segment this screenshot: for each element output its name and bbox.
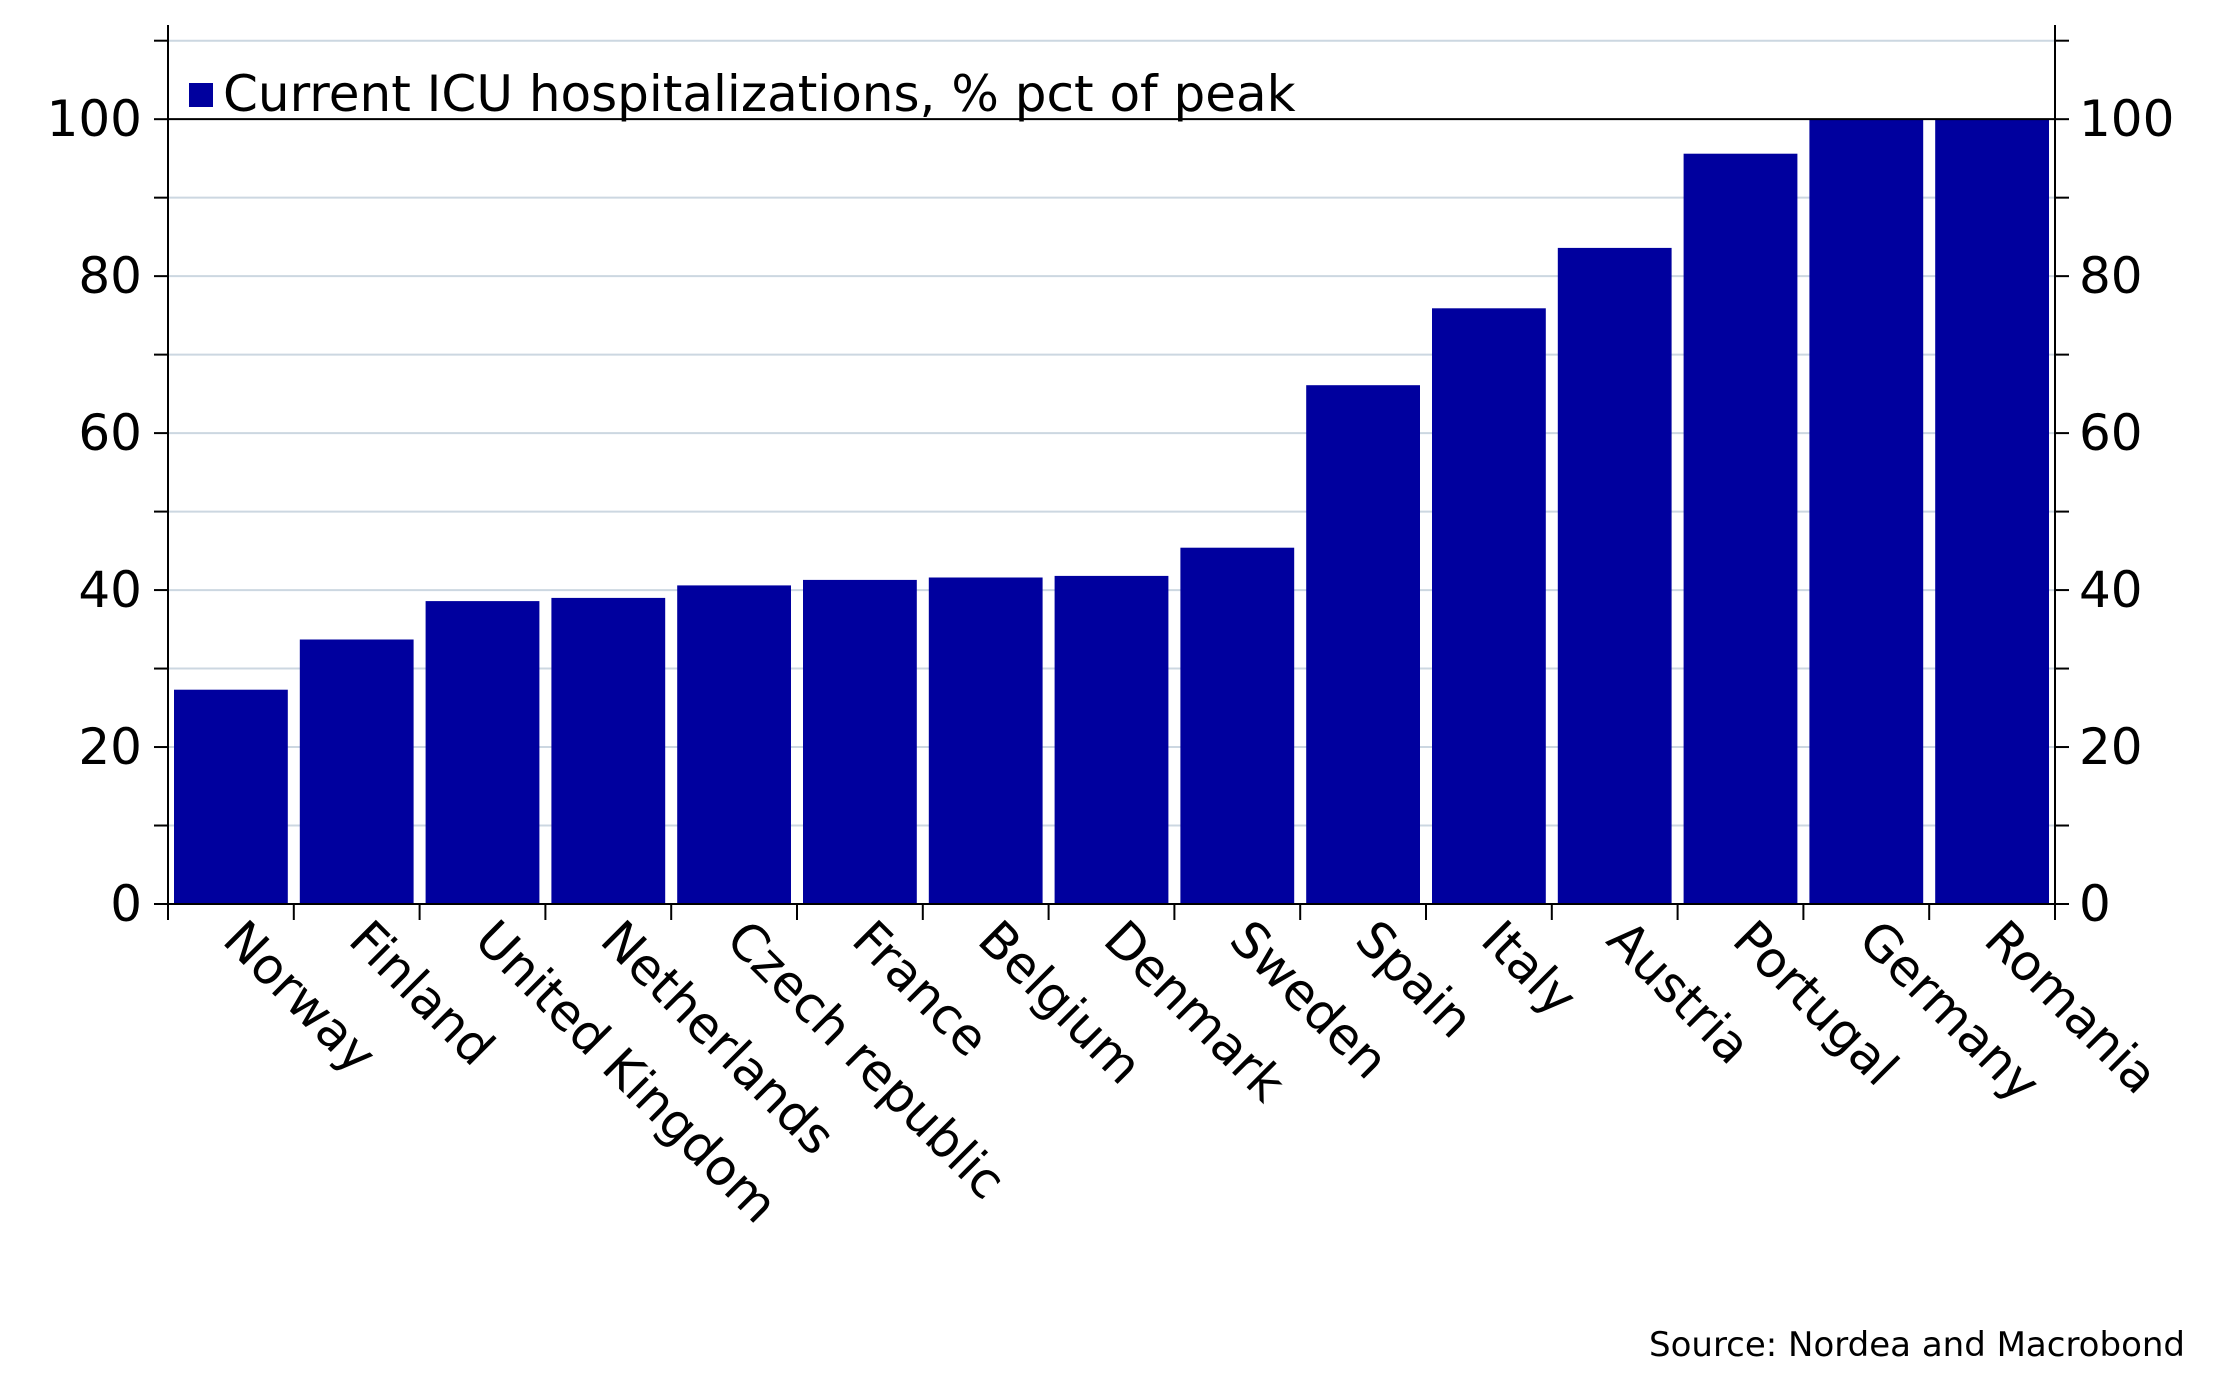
y-axis-right-labels: 0 20 40 60 80 100 bbox=[2079, 90, 2174, 933]
y-tick-label-right: 100 bbox=[2079, 90, 2174, 148]
y-tick-label-left: 100 bbox=[47, 90, 142, 148]
legend-swatch bbox=[189, 83, 213, 107]
bar bbox=[677, 585, 791, 904]
axes bbox=[154, 25, 2069, 920]
bar bbox=[1180, 547, 1295, 904]
y-tick-label-left: 40 bbox=[78, 561, 142, 619]
y-tick-label-right: 40 bbox=[2079, 561, 2143, 619]
bar bbox=[1432, 308, 1546, 904]
y-tick-label-left: 0 bbox=[110, 875, 142, 933]
bar bbox=[1809, 119, 1924, 904]
y-tick-label-right: 20 bbox=[2079, 718, 2143, 776]
bar-series bbox=[174, 119, 2049, 904]
bar bbox=[425, 601, 540, 904]
legend: Current ICU hospitalizations, % pct of p… bbox=[189, 65, 1296, 123]
bar bbox=[174, 689, 288, 904]
bar bbox=[1054, 575, 1169, 904]
legend-label: Current ICU hospitalizations, % pct of p… bbox=[223, 65, 1296, 123]
bar bbox=[1935, 119, 2049, 904]
y-axis-left-labels: 0 20 40 60 80 100 bbox=[47, 90, 142, 933]
bar bbox=[551, 597, 666, 904]
bar bbox=[1306, 385, 1420, 904]
bar bbox=[928, 577, 1043, 904]
x-tick-label: Italy bbox=[1470, 909, 1588, 1027]
bar bbox=[1557, 247, 1672, 904]
y-tick-label-right: 80 bbox=[2079, 247, 2143, 305]
bar bbox=[299, 639, 414, 904]
bar bbox=[1683, 153, 1798, 904]
y-tick-label-left: 60 bbox=[78, 404, 142, 462]
y-tick-label-left: 80 bbox=[78, 247, 142, 305]
y-tick-label-right: 0 bbox=[2079, 875, 2111, 933]
bar bbox=[803, 579, 917, 904]
y-tick-label-right: 60 bbox=[2079, 404, 2143, 462]
y-tick-label-left: 20 bbox=[78, 718, 142, 776]
source-note: Source: Nordea and Macrobond bbox=[1649, 1325, 2185, 1365]
